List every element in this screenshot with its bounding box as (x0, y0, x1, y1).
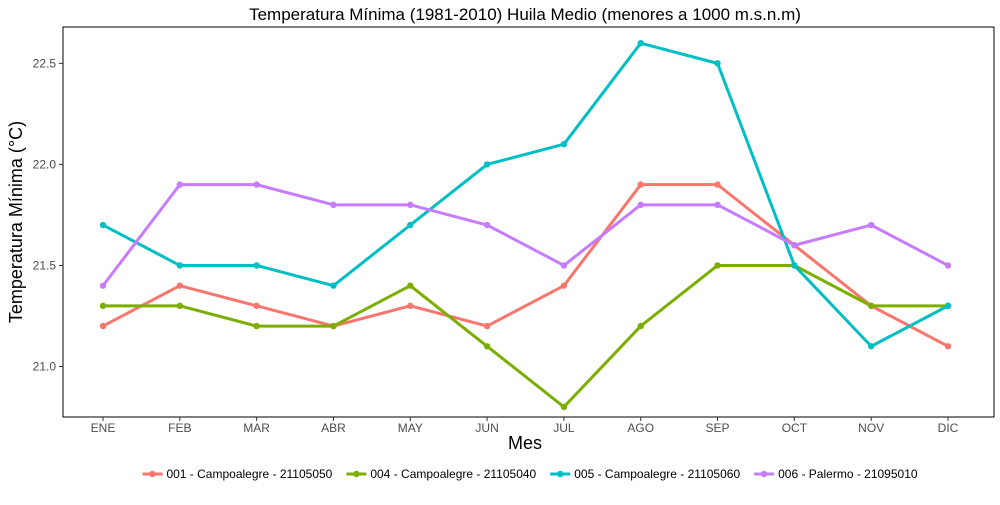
legend-key-point (557, 470, 564, 478)
data-point (944, 262, 952, 269)
x-tick-label: SEP (706, 421, 730, 435)
y-tick-label: 22.0 (33, 157, 57, 171)
y-axis-label: Temperatura Mínima (°C) (6, 121, 26, 323)
y-tick-label: 21.0 (33, 359, 57, 373)
data-point (176, 302, 184, 310)
x-tick-label: JUL (553, 421, 575, 435)
data-point (253, 262, 260, 269)
data-point (99, 302, 107, 310)
data-point (944, 343, 952, 350)
legend-key-point (149, 470, 156, 478)
data-point (99, 282, 107, 289)
plot-panel-border (62, 26, 995, 418)
data-point (176, 282, 184, 289)
legend-label: 004 - Campoalegre - 21105040 (370, 467, 536, 481)
x-tick-label: MAY (398, 421, 423, 435)
data-point (99, 322, 107, 330)
data-point (867, 343, 875, 350)
data-point (560, 262, 568, 269)
legend-item: 004 - Campoalegre - 21105040 (346, 467, 537, 481)
data-point (330, 322, 337, 330)
data-point (637, 201, 644, 209)
data-point (176, 262, 184, 269)
x-tick-label: MAR (243, 421, 270, 435)
data-point (714, 181, 721, 188)
x-tick-label: JUN (475, 421, 498, 435)
legend-item: 006 - Palermo - 21095010 (754, 467, 918, 481)
legend-label: 001 - Campoalegre - 21105050 (166, 467, 332, 481)
x-tick-label: AGO (627, 421, 654, 435)
data-point (330, 282, 337, 289)
data-point (714, 201, 721, 209)
data-point (944, 302, 952, 310)
data-point (560, 282, 568, 289)
x-axis: ENE FEB MAR ABR MAY JUN JUL AGO SEP OCT NOV DIC (91, 417, 959, 435)
data-point (176, 181, 184, 188)
x-tick-label: ENE (91, 421, 116, 435)
data-point (791, 242, 798, 249)
y-tick-label: 22.5 (33, 56, 57, 70)
x-tick-label: DIC (938, 421, 959, 435)
data-point (407, 302, 414, 310)
x-axis-label: Mes (508, 433, 542, 453)
data-point (330, 201, 337, 209)
data-point (637, 39, 644, 47)
data-point (483, 161, 491, 168)
data-point (637, 181, 644, 188)
data-point (253, 322, 260, 330)
data-point (253, 181, 260, 188)
legend-key-point (760, 470, 768, 478)
data-point (483, 343, 491, 350)
legend: 001 - Campoalegre - 21105050 004 - Campoa… (142, 467, 918, 481)
data-point (714, 60, 721, 67)
series-line-1 (101, 183, 950, 348)
legend-label: 006 - Palermo - 21095010 (778, 467, 918, 481)
y-tick-label: 21.5 (33, 258, 57, 272)
data-point (867, 302, 875, 310)
y-axis: 21.0 21.5 22.0 22.5 (33, 56, 63, 373)
series-line-4 (101, 183, 950, 288)
data-point (99, 221, 107, 229)
x-tick-label: OCT (782, 421, 808, 435)
data-point (253, 302, 260, 310)
data-point (714, 262, 721, 269)
series-points (99, 39, 952, 411)
data-point (637, 322, 644, 330)
data-point (407, 201, 414, 209)
data-point (483, 221, 491, 229)
series-lines (101, 41, 950, 409)
x-tick-label: FEB (168, 421, 191, 435)
legend-key-point (353, 470, 360, 478)
chart-title: Temperatura Mínima (1981-2010) Huila Med… (249, 5, 801, 24)
x-tick-label: NOV (858, 421, 884, 435)
legend-item: 005 - Campoalegre - 21105060 (550, 467, 740, 481)
data-point (560, 403, 568, 411)
data-point (791, 262, 798, 269)
data-point (867, 221, 875, 229)
data-point (560, 141, 568, 148)
data-point (483, 322, 491, 330)
series-line-2 (101, 263, 950, 409)
legend-label: 005 - Campoalegre - 21105060 (574, 467, 740, 481)
series-line-3 (101, 41, 950, 348)
x-tick-label: ABR (321, 421, 346, 435)
legend-item: 001 - Campoalegre - 21105050 (142, 467, 333, 481)
data-point (407, 221, 414, 229)
data-point (407, 282, 414, 289)
